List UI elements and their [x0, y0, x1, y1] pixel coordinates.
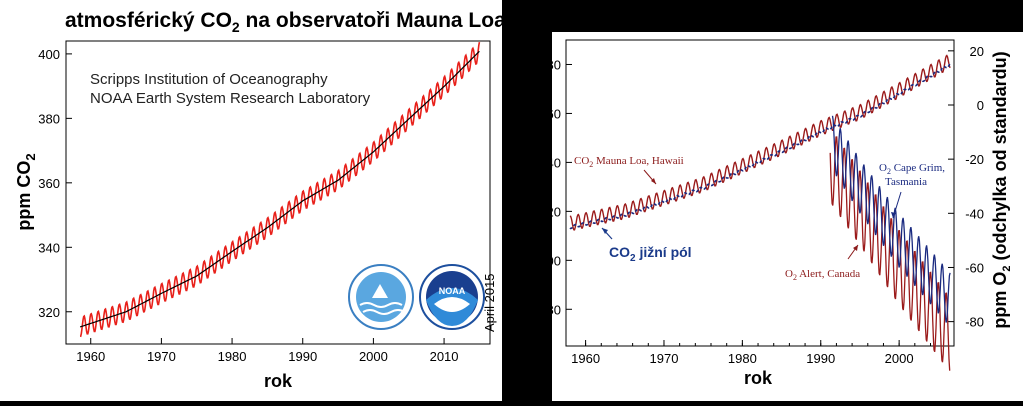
mauna-loa-chart-panel: atmosférický CO2 na observatoři Mauna Lo…	[0, 0, 506, 401]
annotation-cape-grim-line2: Tasmania	[885, 176, 927, 188]
plot-frame-right	[565, 39, 955, 347]
y-tick-label: 340	[38, 240, 60, 255]
y-right-tick-label: 20	[970, 44, 984, 59]
x-axis-label: rok	[264, 371, 293, 391]
x-tick-label: 1990	[288, 349, 317, 364]
right-series	[569, 54, 951, 371]
plot-frame	[65, 40, 491, 345]
y-axis-label: ppm CO2	[14, 153, 38, 230]
x-tick-label: 1960	[76, 349, 105, 364]
co2-o2-chart: 1960 1970 1980 1990 2000 280 300 320 340 360 380 -8…	[539, 39, 984, 388]
series-co2-south-pole	[569, 63, 951, 230]
mauna-loa-chart: atmosférický CO2 na observatoři Mauna Lo…	[14, 9, 506, 391]
series-o2-cape-grim	[831, 115, 951, 323]
x-tick-label: 1960	[571, 351, 600, 366]
x-tick-label: 1980	[728, 351, 757, 366]
annotation-south-pole: CO2 jižní pól	[609, 244, 692, 264]
scripps-logo	[348, 264, 414, 330]
annotation-mauna-loa: CO2 Mauna Loa, Hawaii	[574, 155, 684, 169]
x-tick-label: 2000	[359, 349, 388, 364]
y-tick-label: 320	[38, 305, 60, 320]
institution-noaa: NOAA Earth System Research Laboratory	[90, 90, 371, 107]
arrowhead-alert	[853, 245, 858, 251]
series-trend-co2	[79, 50, 480, 328]
x-tick-label: 1970	[147, 349, 176, 364]
annotation-alert: O2 Alert, Canada	[785, 268, 860, 282]
y-tick-label: 400	[38, 47, 60, 62]
series-co2-mauna-loa	[569, 54, 951, 231]
y-tick-label: 360	[38, 176, 60, 191]
arrowhead-south-pole	[602, 228, 608, 234]
y-left-tick-label: 380	[552, 57, 561, 72]
left-axis-ticks: 1960 1970 1980 1990 2000 2010 320 340 360 380 400	[38, 47, 458, 364]
y-left-tick-label: 300	[552, 253, 561, 268]
y-right-tick-label: -20	[965, 152, 984, 167]
x-tick-label: 1980	[218, 349, 247, 364]
arrowhead-cape-grim	[891, 212, 896, 218]
y-right-tick-label: 0	[977, 98, 984, 113]
left-series	[79, 41, 481, 338]
chart-title: atmosférický CO2 na observatoři Mauna Lo…	[65, 9, 502, 35]
y-tick-label: 380	[38, 111, 60, 126]
y-right-tick-label: -80	[965, 315, 984, 330]
x-tick-label: 1990	[806, 351, 835, 366]
arrowhead-mauna-loa	[651, 178, 656, 184]
co2-o2-chart-panel: 1960 1970 1980 1990 2000 280 300 320 340 360 380 -8…	[539, 32, 1023, 401]
y-right-tick-label: -40	[965, 206, 984, 221]
date-stamp: April 2015	[482, 273, 497, 332]
x-axis-label-right: rok	[744, 368, 773, 388]
left-ylabel-holder	[512, 32, 552, 401]
x-tick-label: 2010	[430, 349, 459, 364]
y-right-tick-label: -60	[965, 260, 984, 275]
series-monthly-co2	[79, 41, 481, 338]
annotation-cape-grim: O2 Cape Grim,	[879, 162, 945, 176]
y-left-tick-label: 320	[552, 204, 561, 219]
x-tick-label: 1970	[650, 351, 679, 366]
y-left-tick-label: 340	[552, 155, 561, 170]
institution-scripps: Scripps Institution of Oceanography	[90, 71, 328, 88]
noaa-logo: NOAA	[419, 264, 485, 330]
noaa-logo-text: NOAA	[439, 286, 466, 296]
x-tick-label: 2000	[885, 351, 914, 366]
y-left-tick-label: 280	[552, 302, 561, 317]
y-left-tick-label: 360	[552, 106, 561, 121]
